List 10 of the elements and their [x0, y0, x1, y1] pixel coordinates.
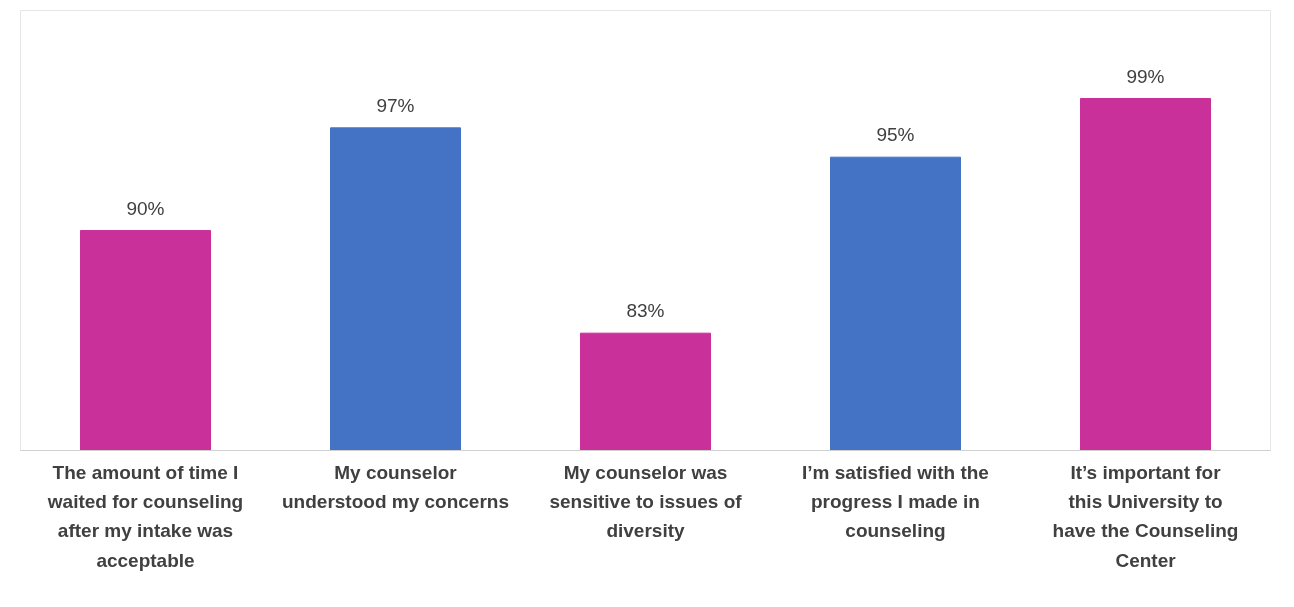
data-label: 97% — [376, 94, 415, 116]
data-label: 95% — [876, 124, 915, 146]
data-label: 83% — [626, 300, 665, 322]
x-tick-label: My counselor understood my concerns — [282, 461, 510, 512]
x-tick-label: My counselor was sensitive to issues of diversity — [549, 461, 743, 542]
x-tick-label: It’s important for this University to have the Counseling Center — [1052, 461, 1239, 571]
x-tick-label: The amount of time I waited for counseling after my intake was acceptable — [46, 461, 244, 571]
x-tick-label: I’m satisfied with the progress I made in counseling — [802, 461, 989, 542]
data-label: 99% — [1126, 65, 1165, 87]
data-label: 90% — [126, 197, 165, 219]
